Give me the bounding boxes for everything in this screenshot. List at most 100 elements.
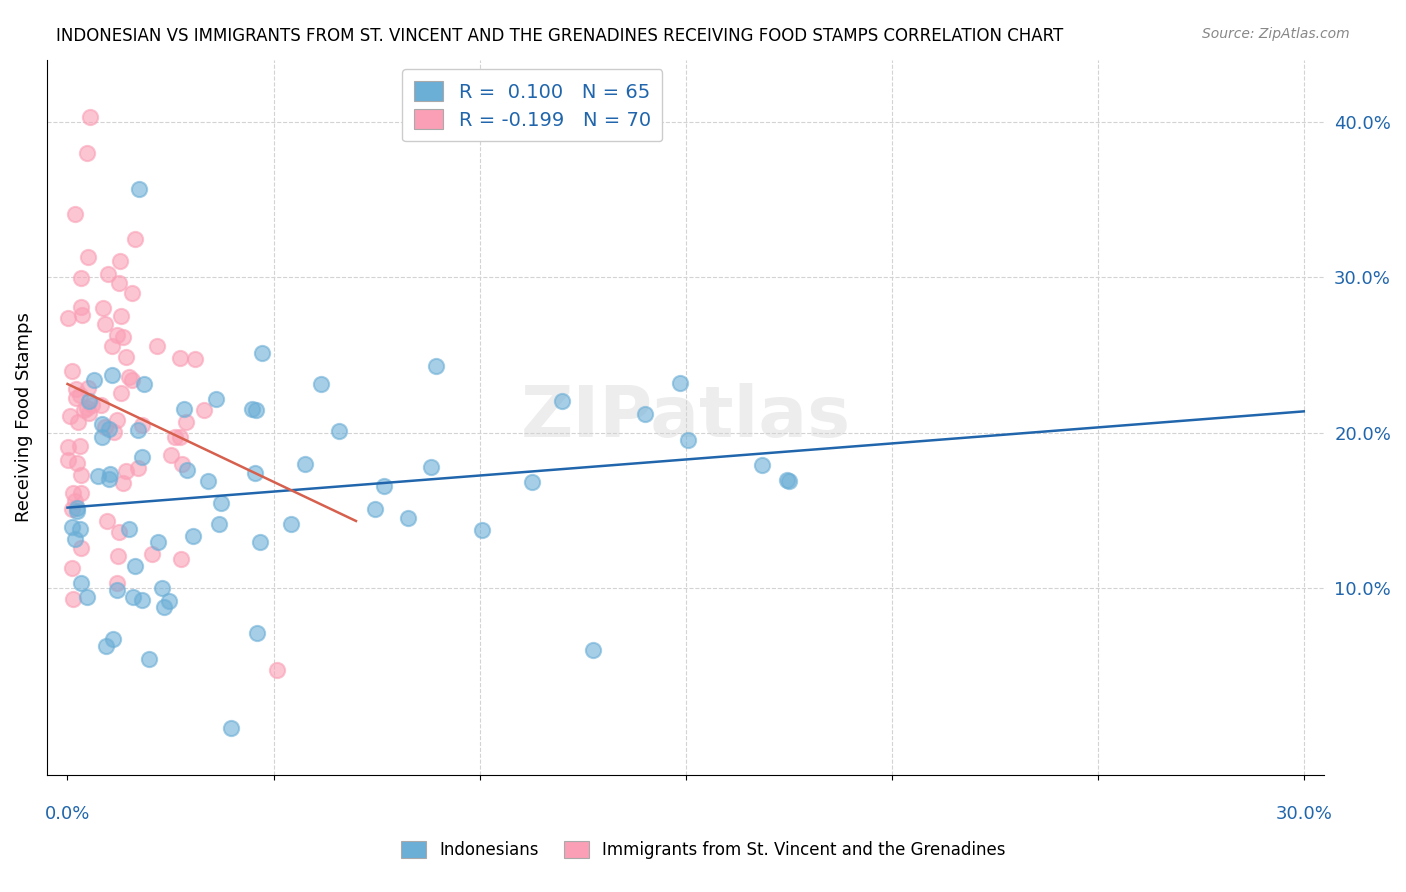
Point [105, 327, 128, 342]
Point [169, 430, 191, 444]
Legend: R =  0.100   N = 65, R = -0.199   N = 70: R = 0.100 N = 65, R = -0.199 N = 70 [402, 70, 662, 142]
Point [249, 535, 271, 549]
Point [471, 523, 494, 537]
Point [66, 416, 89, 430]
Point [669, 376, 692, 391]
Point [634, 407, 657, 421]
Point [105, 582, 128, 597]
Point [165, 430, 187, 444]
Point [121, 373, 143, 387]
Point [56, 440, 79, 454]
Point [208, 516, 231, 531]
Point [96, 514, 118, 528]
Point [97, 422, 120, 436]
Point [246, 626, 269, 640]
Point [181, 529, 204, 543]
Point [131, 593, 153, 607]
Point [110, 309, 132, 323]
Point [58, 409, 80, 424]
Point [170, 457, 193, 471]
Point [94, 318, 117, 332]
Text: ZIPatlas: ZIPatlas [520, 383, 851, 451]
Point [131, 417, 153, 432]
Point [107, 524, 129, 539]
Point [396, 511, 419, 525]
Point [76, 401, 98, 415]
Text: 0.0%: 0.0% [45, 805, 90, 823]
Point [65, 493, 87, 508]
Point [90, 398, 112, 412]
Point [70, 468, 93, 483]
Point [110, 386, 132, 401]
Point [70, 541, 93, 555]
Point [128, 182, 150, 196]
Point [751, 458, 773, 472]
Point [76, 145, 98, 160]
Point [328, 424, 350, 438]
Point [70, 575, 93, 590]
Point [63, 532, 86, 546]
Point [94, 420, 117, 434]
Point [127, 423, 149, 437]
Point [127, 461, 149, 475]
Point [108, 276, 131, 290]
Y-axis label: Receiving Food Stamps: Receiving Food Stamps [15, 312, 32, 522]
Point [114, 351, 136, 365]
Point [63, 207, 86, 221]
Point [266, 663, 288, 677]
Point [103, 632, 125, 646]
Point [425, 359, 447, 373]
Point [294, 457, 316, 471]
Point [105, 575, 128, 590]
Point [124, 232, 146, 246]
Legend: Indonesians, Immigrants from St. Vincent and the Grenadines: Indonesians, Immigrants from St. Vincent… [394, 834, 1012, 866]
Point [582, 642, 605, 657]
Point [69, 388, 91, 402]
Point [676, 433, 699, 447]
Point [66, 504, 89, 518]
Point [174, 416, 197, 430]
Point [77, 381, 100, 395]
Point [280, 516, 302, 531]
Point [100, 339, 122, 353]
Point [551, 394, 574, 409]
Point [112, 475, 135, 490]
Text: INDONESIAN VS IMMIGRANTS FROM ST. VINCENT AND THE GRENADINES RECEIVING FOOD STAM: INDONESIAN VS IMMIGRANTS FROM ST. VINCEN… [56, 27, 1063, 45]
Point [173, 401, 195, 416]
Point [94, 640, 117, 654]
Point [193, 403, 215, 417]
Point [87, 469, 110, 483]
Point [219, 721, 242, 735]
Point [98, 467, 121, 482]
Point [70, 308, 93, 322]
Point [150, 581, 173, 595]
Point [77, 393, 100, 408]
Point [72, 403, 94, 417]
Point [153, 599, 176, 614]
Point [197, 474, 219, 488]
Point [101, 368, 124, 383]
Point [108, 254, 131, 268]
Point [111, 330, 134, 344]
Point [91, 301, 114, 315]
Point [91, 430, 114, 444]
Point [169, 351, 191, 365]
Point [70, 300, 93, 314]
Point [157, 594, 180, 608]
Point [245, 403, 267, 417]
Point [76, 590, 98, 604]
Point [60, 502, 83, 516]
Point [420, 459, 443, 474]
Point [66, 456, 89, 470]
Point [309, 377, 332, 392]
Point [103, 425, 125, 439]
Point [70, 270, 93, 285]
Point [148, 535, 170, 549]
Point [373, 479, 395, 493]
Point [70, 486, 93, 500]
Point [69, 522, 91, 536]
Point [121, 590, 143, 604]
Point [91, 417, 114, 431]
Point [184, 351, 207, 366]
Point [776, 473, 799, 487]
